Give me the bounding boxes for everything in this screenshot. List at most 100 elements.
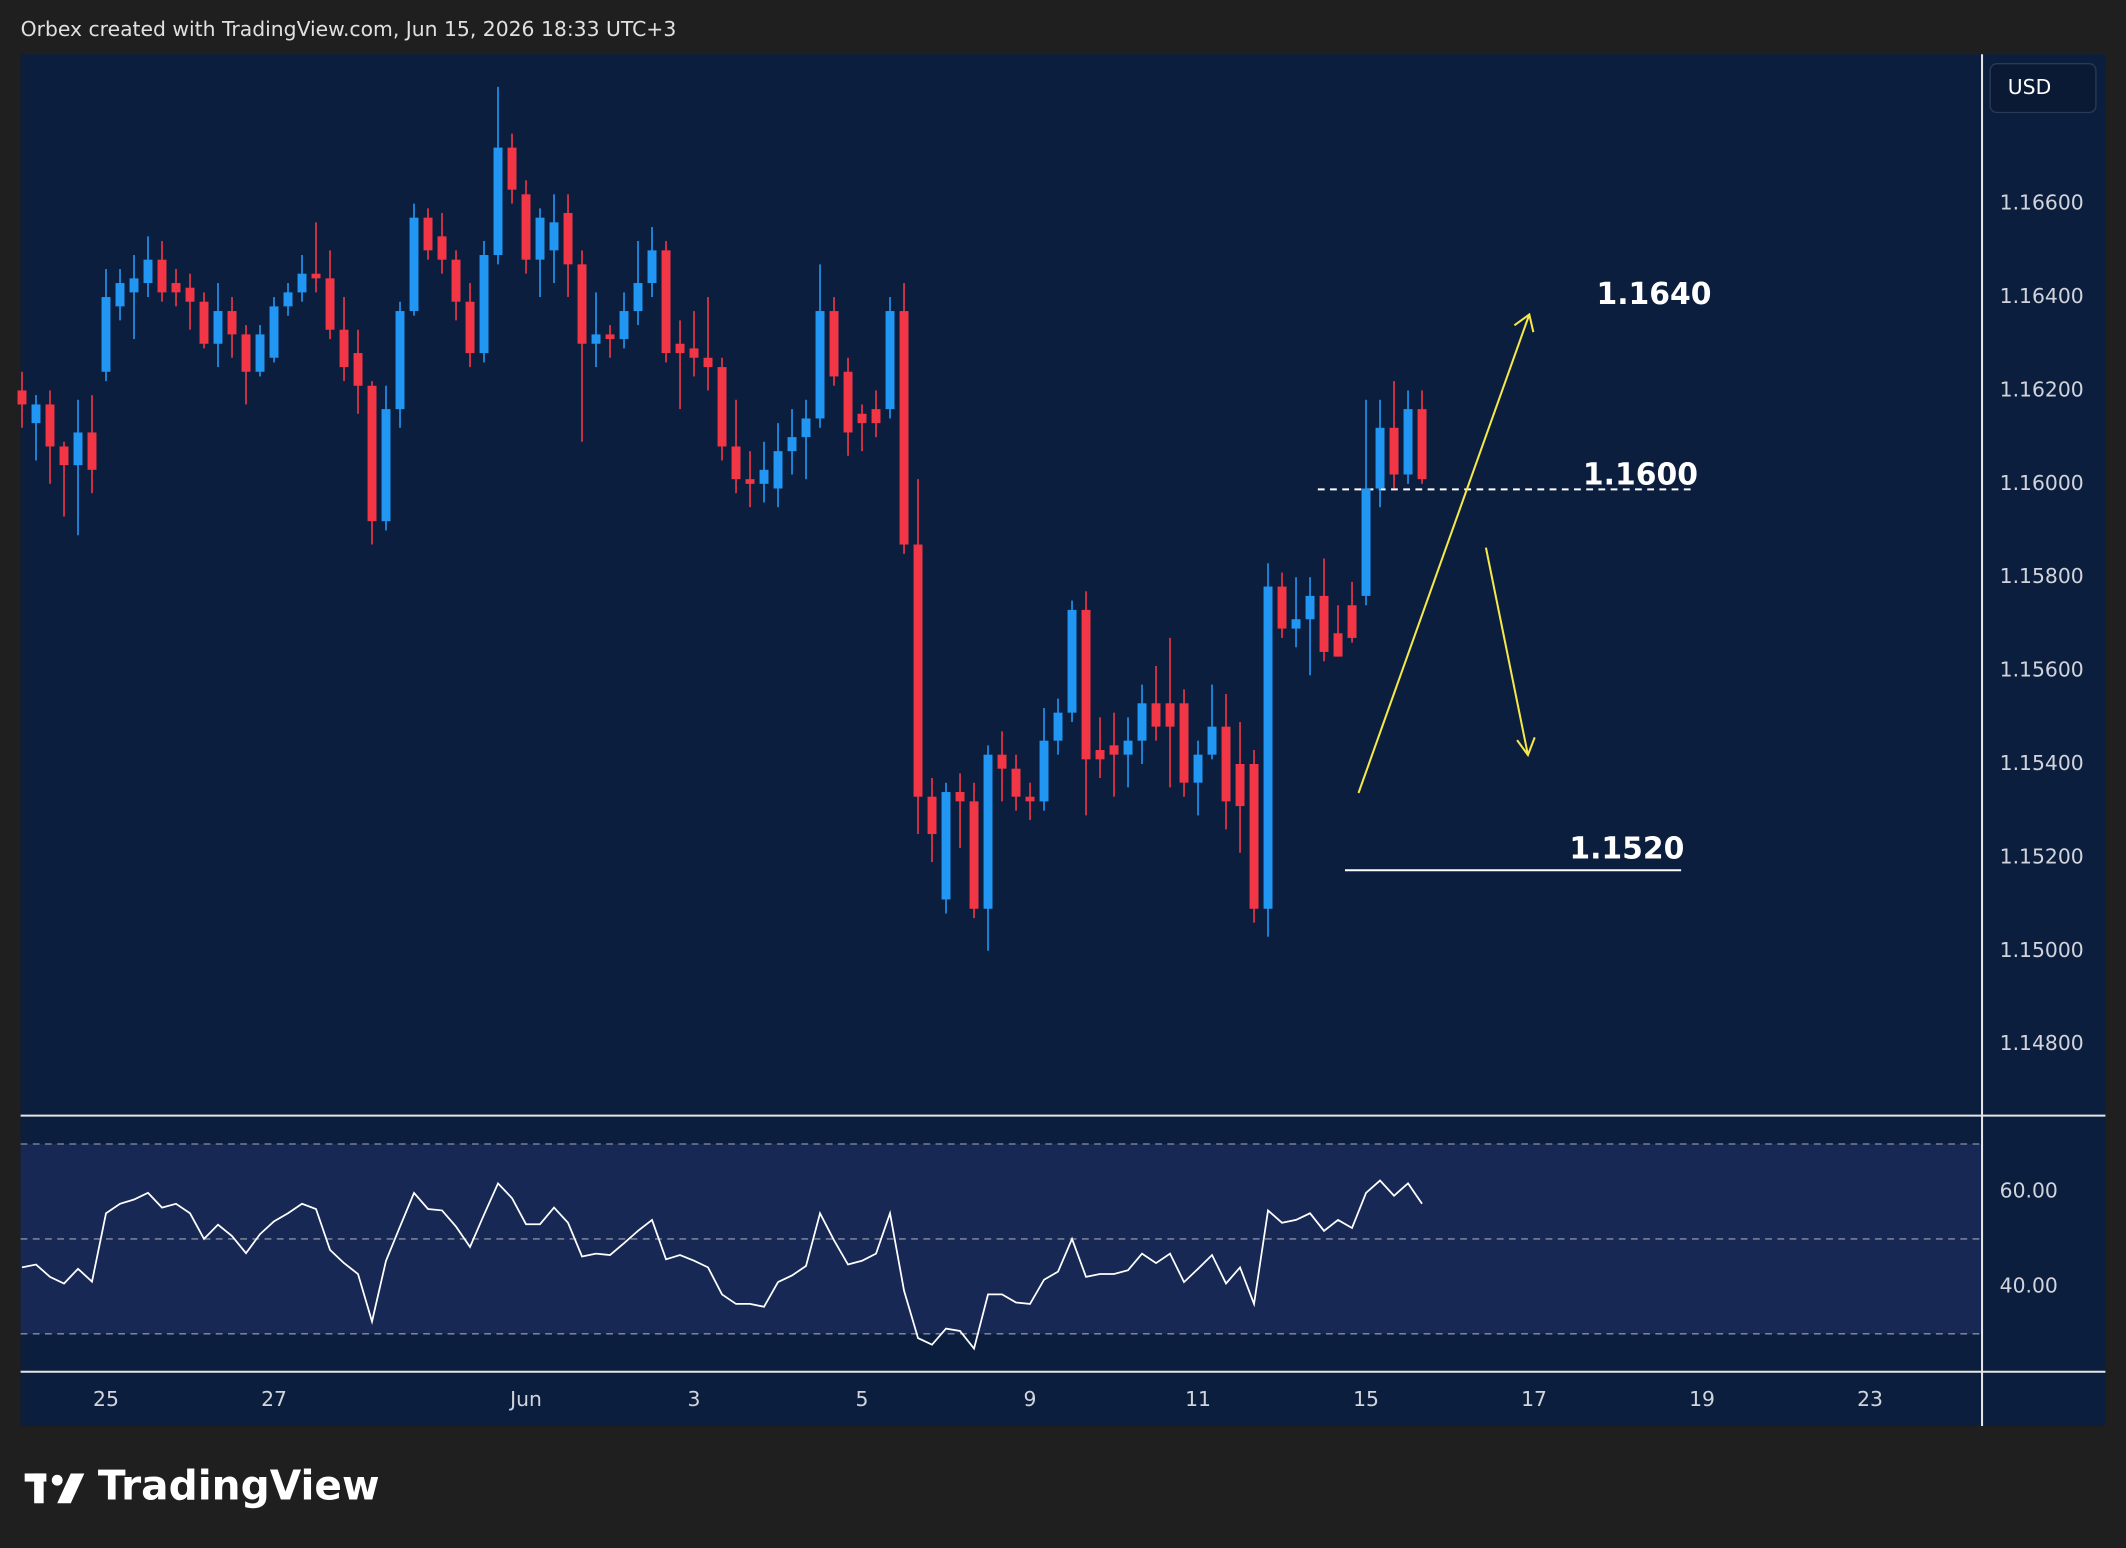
candle-body	[423, 217, 433, 251]
candle-body	[325, 278, 335, 330]
candle-body	[759, 469, 769, 484]
candle-body	[129, 278, 139, 293]
candle-body	[787, 437, 797, 452]
annotation: 1.1640	[1596, 277, 1711, 312]
candle-body	[1207, 726, 1217, 755]
arrow-head	[1516, 737, 1536, 758]
candle-body	[73, 432, 83, 466]
x-tick-label: 25	[93, 1387, 119, 1411]
x-tick-label: 11	[1185, 1387, 1211, 1411]
candle-body	[1039, 740, 1049, 802]
annotation: 1.1600	[1583, 457, 1698, 492]
candle-body	[535, 217, 545, 260]
candle-body	[843, 371, 853, 433]
candle-body	[17, 390, 27, 405]
candle-body	[997, 754, 1007, 769]
candle-body	[969, 801, 979, 909]
candle-body	[1319, 595, 1329, 652]
y-tick-label: 1.16200	[2000, 377, 2084, 401]
arrow-head	[1513, 312, 1535, 333]
candle-body	[227, 311, 237, 335]
candle-body	[1123, 740, 1133, 755]
x-tick-label: 3	[688, 1387, 701, 1411]
candle-body	[45, 404, 55, 447]
y-tick-label: 1.15400	[2000, 751, 2084, 775]
candle-body	[703, 357, 713, 368]
candle-body	[171, 283, 181, 293]
candle-body	[465, 301, 475, 354]
logo-part	[34, 1473, 44, 1504]
candle-body	[353, 353, 363, 386]
candle-body	[1249, 764, 1259, 909]
candle-body	[101, 297, 111, 372]
candle-body	[185, 287, 195, 302]
arrows	[1357, 312, 1536, 794]
candle-body	[717, 367, 727, 447]
candle-body	[1417, 409, 1427, 480]
candle-body	[367, 385, 377, 522]
candle-body	[661, 250, 671, 354]
currency[interactable]: USD	[2008, 75, 2051, 99]
header: Orbex created with TradingView.com, Jun …	[21, 17, 677, 41]
candle-body	[311, 273, 321, 279]
y-tick-label: 40.00	[2000, 1273, 2058, 1297]
candle-body	[1263, 586, 1273, 909]
candle-body	[409, 217, 419, 312]
candle-body	[451, 259, 461, 302]
candles	[17, 86, 1427, 951]
candle-body	[241, 334, 251, 372]
x-tick-label: 27	[261, 1387, 287, 1411]
x-tick-label: 5	[856, 1387, 869, 1411]
candle-body	[493, 147, 503, 256]
candle-body	[983, 754, 993, 909]
candle-body	[479, 255, 489, 354]
candle-body	[283, 292, 293, 307]
candle-body	[927, 796, 937, 835]
candle-body	[899, 311, 909, 545]
candle-body	[339, 329, 349, 368]
candle-body	[1109, 745, 1119, 755]
x-tick-label: Jun	[508, 1387, 542, 1411]
candle-body	[549, 222, 559, 251]
candle-body	[633, 283, 643, 312]
brand: TradingView	[98, 1461, 380, 1509]
candle-body	[1403, 409, 1413, 475]
candle-body	[731, 446, 741, 480]
candle-body	[1221, 726, 1231, 802]
candle-body	[885, 311, 895, 410]
currency-box[interactable]	[1989, 63, 2097, 114]
candle-body	[507, 147, 517, 190]
candle-body	[381, 409, 391, 522]
y-tick-label: 1.15000	[2000, 938, 2084, 962]
candle-body	[871, 409, 881, 424]
candle-body	[59, 446, 69, 466]
candle-body	[647, 250, 657, 284]
candle-body	[605, 334, 615, 340]
candle-body	[1389, 427, 1399, 475]
candle-body	[1305, 595, 1315, 620]
candle-body	[773, 451, 783, 489]
x-tick-label: 15	[1353, 1387, 1379, 1411]
candle-body	[199, 301, 209, 344]
x-tick-label: 23	[1857, 1387, 1883, 1411]
x-tick-label: 19	[1689, 1387, 1715, 1411]
candle-body	[1053, 712, 1063, 741]
candle-body	[437, 236, 447, 260]
candle-body	[1179, 703, 1189, 783]
y-tick-label: 1.16400	[2000, 284, 2084, 308]
candle-body	[577, 264, 587, 344]
candle-body	[689, 348, 699, 358]
annotation: 1.1520	[1569, 831, 1684, 866]
candle-body	[1137, 703, 1147, 741]
y-tick-label: 1.15200	[2000, 844, 2084, 868]
candle-body	[1235, 764, 1245, 807]
candle-body	[1025, 796, 1035, 802]
candle-body	[255, 334, 265, 372]
candle-body	[87, 432, 97, 470]
candle-body	[297, 273, 307, 293]
candle-body	[213, 311, 223, 344]
candle-body	[1291, 619, 1301, 629]
candle-body	[1067, 609, 1077, 713]
candle-body	[857, 413, 867, 424]
